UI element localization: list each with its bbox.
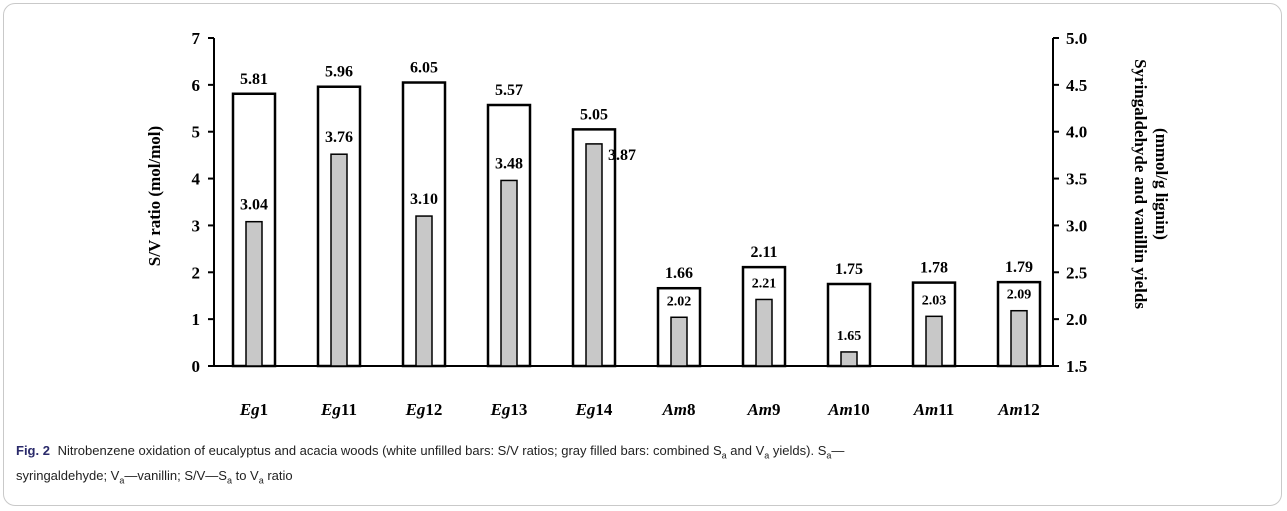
yield-label: 2.09	[1007, 288, 1032, 303]
y2-tick-label: 2.5	[1066, 263, 1087, 282]
y-tick-label: 1	[192, 310, 201, 329]
category-label: Eg11	[320, 400, 357, 419]
caption-dash: —	[831, 443, 845, 458]
chart-categories: Eg1 Eg11 Eg12 Eg13 Eg14 Am8 Am9 Am10 Am11 Am12	[239, 400, 1040, 419]
figure-caption: Fig. 2 Nitrobenzene oxidation of eucalyp…	[16, 441, 1256, 490]
sv-ratio-label: 5.05	[580, 106, 608, 123]
sv-ratio-label: 6.05	[410, 60, 438, 77]
caption-sub: a	[826, 450, 832, 461]
chart-data-labels: 5.81 3.04 5.96 3.76 6.05 3.10 5.57 3.48 5.05 3.87…	[240, 60, 1033, 344]
caption-text-4: syringaldehyde; V	[16, 467, 120, 483]
yield-bar	[415, 215, 433, 367]
caption-sub: a	[258, 475, 264, 486]
y2-axis-title-line2: (mmol/g lignin)	[1152, 128, 1171, 240]
yield-bar	[330, 153, 348, 367]
chart-bars	[231, 81, 1042, 368]
y-tick-label: 3	[192, 216, 201, 235]
sv-ratio-label: 2.11	[750, 244, 777, 261]
sv-ratio-label: 5.57	[495, 82, 523, 99]
y-tick-label: 5	[192, 123, 201, 142]
category-label: Am8	[661, 400, 695, 419]
yield-label: 3.10	[410, 191, 438, 208]
yield-label: 3.04	[240, 197, 268, 214]
caption-sub: a	[764, 450, 770, 461]
yield-label: 2.21	[752, 276, 777, 291]
sv-ratio-label: 1.66	[665, 265, 693, 282]
category-label: Eg13	[490, 400, 528, 419]
caption-text-2: and V	[726, 443, 765, 458]
caption-sub: a	[119, 475, 125, 486]
bar-chart: 0 1 2 3 4 5 6 7 1.5 2.0 2.5 3.0 3.5 4.0 4.5 5.0 5.81 3.0…	[145, 29, 1171, 419]
category-label: Am9	[746, 400, 780, 419]
sv-ratio-label: 5.81	[240, 71, 268, 88]
caption-text-3: yields). S	[769, 443, 827, 458]
y-tick-label: 7	[192, 29, 201, 48]
category-label: Am11	[913, 400, 955, 419]
category-label: Am10	[827, 400, 870, 419]
y2-tick-label: 3.5	[1066, 170, 1087, 189]
y2-tick-label: 4.0	[1066, 123, 1087, 142]
y2-tick-label: 2.0	[1066, 310, 1087, 329]
yield-bar	[1010, 309, 1028, 367]
yield-bar	[500, 179, 518, 367]
yield-label: 3.87	[608, 147, 636, 164]
yield-label: 3.76	[325, 129, 353, 146]
y-tick-label: 4	[192, 170, 201, 189]
yield-label: 3.48	[495, 155, 523, 172]
y2-tick-label: 5.0	[1066, 29, 1087, 48]
yield-bar	[585, 143, 603, 367]
y-tick-label: 0	[192, 357, 201, 376]
yield-label: 2.02	[667, 294, 692, 309]
y2-tick-label: 3.0	[1066, 216, 1087, 235]
yield-bar	[840, 351, 858, 367]
yield-bar	[245, 220, 263, 367]
yield-label: 1.65	[837, 329, 862, 344]
figure-label: Fig. 2	[16, 443, 50, 458]
figure-frame	[3, 3, 1282, 506]
y-axis-title: S/V ratio (mol/mol)	[145, 126, 164, 266]
yield-bar	[670, 316, 688, 367]
yield-label: 2.03	[922, 293, 947, 308]
chart-ticks: 0 1 2 3 4 5 6 7 1.5 2.0 2.5 3.0 3.5 4.0 4.5 5.0	[192, 29, 1088, 376]
y2-tick-label: 1.5	[1066, 357, 1087, 376]
y-tick-label: 2	[192, 263, 201, 282]
caption-sub: a	[721, 450, 727, 461]
caption-text-6: to V	[231, 467, 259, 483]
caption-text-5: —vanillin; S/V—S	[124, 467, 227, 483]
yield-bar	[755, 298, 773, 367]
yield-bar	[925, 315, 943, 367]
sv-ratio-label: 1.75	[835, 261, 863, 278]
category-label: Eg14	[575, 400, 613, 419]
caption-text-7: ratio	[263, 467, 293, 483]
sv-ratio-label: 1.78	[920, 260, 948, 277]
sv-ratio-label: 5.96	[325, 64, 353, 81]
y-tick-label: 6	[192, 76, 201, 95]
y2-axis-title-line1: Syringaldehyde and vanillin yields	[1131, 59, 1150, 309]
category-label: Am12	[997, 400, 1040, 419]
y2-tick-label: 4.5	[1066, 76, 1087, 95]
category-label: Eg12	[405, 400, 443, 419]
sv-ratio-label: 1.79	[1005, 259, 1033, 276]
caption-text-1: Nitrobenzene oxidation of eucalyptus and…	[57, 443, 722, 458]
category-label: Eg1	[239, 400, 268, 419]
caption-sub: a	[226, 475, 232, 486]
